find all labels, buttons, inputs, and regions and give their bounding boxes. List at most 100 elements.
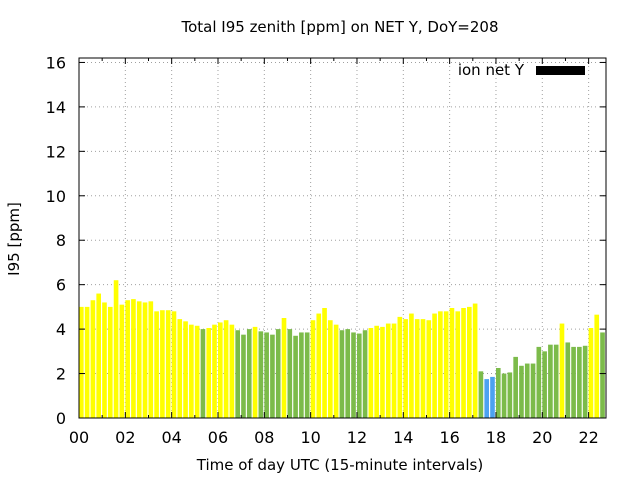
bar xyxy=(264,332,269,418)
legend-swatch xyxy=(536,66,585,75)
y-tick-label: 2 xyxy=(56,365,66,384)
bar xyxy=(316,313,322,418)
x-tick-label: 18 xyxy=(486,428,506,447)
bar xyxy=(142,302,148,418)
bar xyxy=(420,319,426,418)
x-tick-label: 14 xyxy=(393,428,413,447)
y-tick-label: 0 xyxy=(56,409,66,428)
bar xyxy=(119,304,125,418)
bar xyxy=(432,313,437,418)
bar xyxy=(90,300,96,418)
bar xyxy=(385,323,391,418)
bar xyxy=(565,342,571,418)
bar xyxy=(217,322,223,418)
bar xyxy=(391,323,397,418)
bar xyxy=(241,334,246,418)
bar xyxy=(582,345,588,418)
bar xyxy=(189,324,194,418)
bar xyxy=(171,311,177,418)
bar xyxy=(107,306,113,418)
bar xyxy=(513,356,518,418)
bar xyxy=(270,334,275,418)
x-tick-label: 00 xyxy=(69,428,89,447)
bar xyxy=(426,320,432,418)
legend-label: ion net Y xyxy=(458,61,525,79)
bar xyxy=(594,314,600,418)
bar xyxy=(362,330,368,418)
x-tick-label: 22 xyxy=(578,428,598,447)
bar xyxy=(519,365,524,418)
bar xyxy=(154,311,159,418)
x-tick-label: 10 xyxy=(300,428,320,447)
bar xyxy=(542,351,547,418)
bar xyxy=(258,331,264,418)
bar xyxy=(131,299,136,418)
bar xyxy=(380,326,385,418)
bar xyxy=(495,368,501,418)
bar xyxy=(559,323,565,418)
bar xyxy=(183,321,188,418)
bar xyxy=(328,320,333,418)
y-tick-label: 6 xyxy=(56,276,66,295)
bar xyxy=(165,310,171,418)
bar xyxy=(414,319,420,418)
plot-border xyxy=(78,57,607,419)
bar xyxy=(206,328,212,418)
y-axis-label: I95 [ppm] xyxy=(5,202,23,276)
bar xyxy=(275,329,281,418)
bar xyxy=(235,330,240,418)
y-tick-labels: 0 2 4 6 8 10 12 14 16 xyxy=(46,53,66,428)
bar xyxy=(339,330,345,418)
bar xyxy=(553,344,559,418)
bar xyxy=(281,318,287,418)
bar xyxy=(461,308,466,418)
bar xyxy=(113,280,119,418)
x-tick-label: 20 xyxy=(532,428,552,447)
bar xyxy=(571,346,576,418)
bar xyxy=(368,328,374,418)
bar xyxy=(229,324,235,418)
x-tick-label: 02 xyxy=(115,428,135,447)
bar xyxy=(252,326,258,418)
y-tick-label: 10 xyxy=(46,187,66,206)
legend: ion net Y xyxy=(458,61,585,79)
x-tick-labels: 00 02 04 06 08 10 12 14 16 18 20 22 xyxy=(69,428,599,447)
bar xyxy=(577,346,582,418)
bar xyxy=(299,332,304,418)
bar xyxy=(304,332,310,418)
x-tick-label: 16 xyxy=(439,428,459,447)
bar xyxy=(287,329,293,418)
bar xyxy=(200,329,206,418)
bar xyxy=(530,363,536,418)
y-tick-label: 4 xyxy=(56,320,66,339)
bar xyxy=(246,329,252,418)
bar xyxy=(438,311,443,418)
bar xyxy=(501,373,507,418)
bar xyxy=(443,311,449,418)
bar xyxy=(507,372,513,418)
bar xyxy=(351,332,356,418)
y-tick-label: 16 xyxy=(46,53,66,72)
bar xyxy=(345,329,351,418)
bar xyxy=(333,324,339,418)
y-tick-label: 14 xyxy=(46,98,66,117)
x-tick-label: 12 xyxy=(347,428,367,447)
axis-ticks xyxy=(78,58,606,419)
bar xyxy=(223,320,229,418)
bar xyxy=(472,303,478,418)
y-tick-label: 8 xyxy=(56,231,66,250)
bar xyxy=(449,308,455,418)
bar xyxy=(212,324,217,418)
bar xyxy=(125,300,130,418)
bar xyxy=(536,346,542,418)
bar xyxy=(160,310,165,418)
bar xyxy=(148,301,154,418)
bar xyxy=(322,308,327,418)
bar xyxy=(588,328,594,418)
bar xyxy=(356,333,362,418)
bar xyxy=(524,363,530,418)
bar xyxy=(397,316,403,418)
x-tick-label: 04 xyxy=(161,428,181,447)
bar xyxy=(548,344,553,418)
